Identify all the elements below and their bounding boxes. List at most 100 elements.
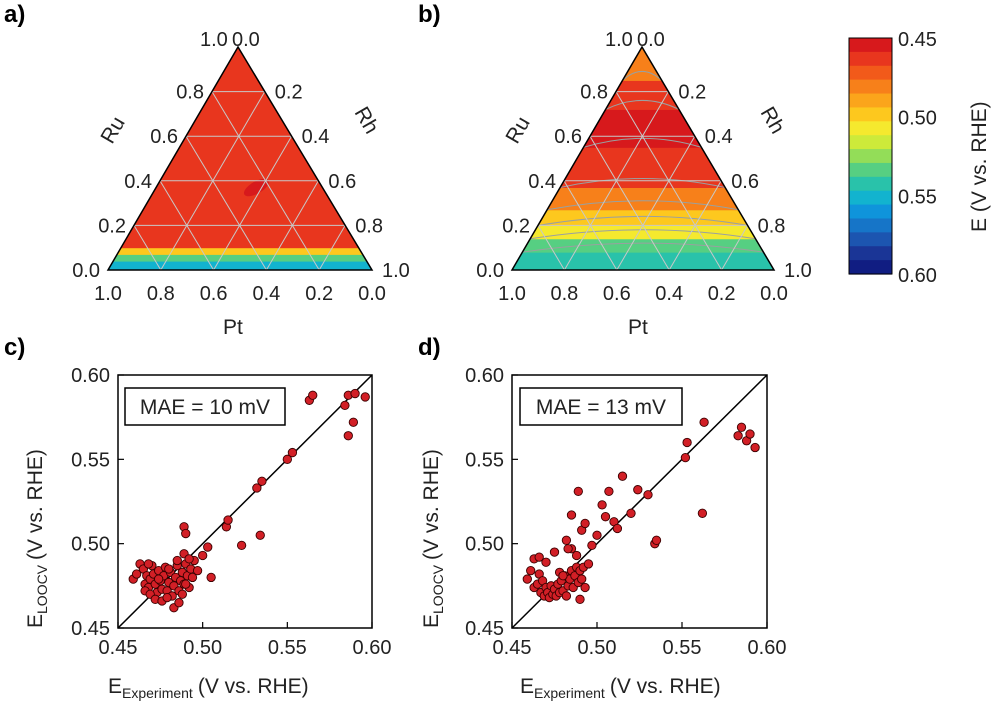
ternary-region xyxy=(108,254,372,262)
scatter-point xyxy=(192,566,203,576)
ternary-grid-line xyxy=(133,225,162,271)
ternary-b-top-label: 1.0 xyxy=(605,29,633,51)
scatter-point xyxy=(350,388,360,399)
y-axis-label-c: ELOOCV (V vs. RHE) xyxy=(24,449,50,628)
scatter-point xyxy=(699,417,709,427)
ternary-a-ru-axis-label: Ru xyxy=(96,113,129,148)
x-axis-label-d: EExperiment (V vs. RHE) xyxy=(520,675,721,701)
colorbar-tick-label: 0.55 xyxy=(898,186,937,208)
scatter-point xyxy=(282,454,292,464)
ternary-rh-tick-label: 0.6 xyxy=(731,171,759,193)
scatter-point xyxy=(522,574,532,584)
x-tick-label: 0.50 xyxy=(578,637,617,659)
ternary-rh-tick-label: 1.0 xyxy=(784,260,812,282)
colorbar-swatch xyxy=(849,162,892,178)
scatter-point xyxy=(287,447,298,458)
ternary-region xyxy=(512,109,774,148)
x-axis-label-d-unit: (V vs. RHE) xyxy=(610,675,721,698)
scatter-point xyxy=(573,486,583,497)
scatter-point xyxy=(252,483,262,493)
ternary-region xyxy=(512,47,774,81)
mae-annotation-c: MAE = 10 mV xyxy=(140,396,270,419)
colorbar-swatch xyxy=(849,218,892,233)
ternary-ru-tick-label: 0.6 xyxy=(150,126,178,148)
scatter-point xyxy=(534,552,544,562)
ternary-rh-tick-label: 0.2 xyxy=(275,82,303,104)
scatter-point xyxy=(164,564,174,574)
ternary-region xyxy=(512,80,774,110)
x-axis-label-d-sub: Experiment xyxy=(534,685,605,701)
scatter-point xyxy=(597,500,607,510)
colorbar-tick-label: 0.45 xyxy=(898,29,937,51)
y-tick-label: 0.60 xyxy=(465,365,504,387)
colorbar-tick-label: 0.50 xyxy=(898,108,937,130)
ternary-pt-tick-label: 0.6 xyxy=(603,283,631,305)
ternary-grid-line xyxy=(265,180,319,271)
scatter-point xyxy=(236,540,247,551)
ternary-ru-tick-label: 0.0 xyxy=(476,260,504,282)
scatter-point xyxy=(697,508,708,518)
scatter-point xyxy=(348,417,359,427)
scatter-point xyxy=(583,559,594,569)
ternary-b-ru-axis-label: Ru xyxy=(501,113,534,148)
colorbar-swatch xyxy=(849,149,892,164)
y-axis-label-d-unit: (V vs. RHE) xyxy=(420,449,443,560)
x-tick-label: 0.55 xyxy=(268,637,307,659)
ternary-contour-line xyxy=(583,137,702,148)
colorbar-swatch xyxy=(849,204,892,220)
ternary-rh-tick-label: 0.2 xyxy=(678,82,706,104)
scatter-point xyxy=(736,422,747,432)
scatter-point xyxy=(680,452,691,463)
scatter-point xyxy=(750,442,760,453)
mae-annotation-d: MAE = 13 mV xyxy=(536,396,666,419)
ternary-pt-tick-label: 0.0 xyxy=(358,283,386,305)
ternary-region xyxy=(108,261,372,270)
scatter-point xyxy=(255,530,265,540)
scatter-point xyxy=(172,555,182,566)
ternary-ru-tick-label: 0.0 xyxy=(72,260,100,282)
ternary-pt-tick-label: 0.2 xyxy=(708,283,736,305)
ternary-contour-line xyxy=(622,70,663,81)
ternary-ru-tick-label: 0.2 xyxy=(502,215,530,237)
panel-label-d: d) xyxy=(418,334,441,361)
scatter-point xyxy=(571,550,582,561)
x-axis-label-c-unit: (V vs. RHE) xyxy=(198,675,309,698)
x-tick-label: 0.55 xyxy=(663,637,702,659)
scatter-plot-c: 0.45 0.50 0.55 0.60 0.45 0.50 0.55 0.60 MAE = 1… xyxy=(24,365,391,701)
ternary-contour-line xyxy=(537,215,748,226)
y-axis-label-c-main: E xyxy=(24,614,47,628)
y-axis-label-d-main: E xyxy=(420,614,443,628)
ternary-pt-tick-label: 0.0 xyxy=(760,283,788,305)
ternary-a-pt-axis-label: Pt xyxy=(223,316,243,339)
colorbar-swatch xyxy=(849,135,892,150)
ternary-grid-line xyxy=(537,225,565,271)
ternary-contour-line xyxy=(605,100,680,110)
scatter-point xyxy=(575,594,585,604)
scatter-point xyxy=(580,518,590,529)
x-tick-label: 0.50 xyxy=(183,637,222,659)
scatter-point xyxy=(541,557,551,567)
scatter-point xyxy=(651,535,662,545)
panel-label-c: c) xyxy=(4,334,25,361)
ternary-region xyxy=(108,247,372,255)
panel-label-a: a) xyxy=(4,1,25,28)
scatter-point xyxy=(143,559,154,569)
ternary-pt-tick-label: 0.2 xyxy=(305,283,333,305)
x-tick-label: 0.45 xyxy=(493,637,532,659)
x-axis-label-c-sub: Experiment xyxy=(122,685,193,701)
ternary-pt-tick-label: 1.0 xyxy=(94,283,122,305)
scatter-point xyxy=(187,572,198,583)
colorbar-label: E (V vs. RHE) xyxy=(968,101,991,232)
scatter-point xyxy=(526,566,536,576)
scatter-point xyxy=(561,535,572,545)
ternary-b-top-label-right: 0.0 xyxy=(637,29,665,51)
y-tick-label: 0.55 xyxy=(465,449,504,471)
x-axis-label-d-main: E xyxy=(520,675,534,698)
y-axis-label-c-unit: (V vs. RHE) xyxy=(24,449,47,560)
scatter-point xyxy=(561,591,572,601)
ternary-rh-tick-label: 0.8 xyxy=(758,215,786,237)
ternary-rh-tick-label: 0.4 xyxy=(705,126,733,148)
ternary-pt-tick-label: 0.4 xyxy=(252,283,280,305)
ternary-a-top-label: 1.0 xyxy=(200,29,228,51)
ternary-contour-line xyxy=(547,200,739,211)
